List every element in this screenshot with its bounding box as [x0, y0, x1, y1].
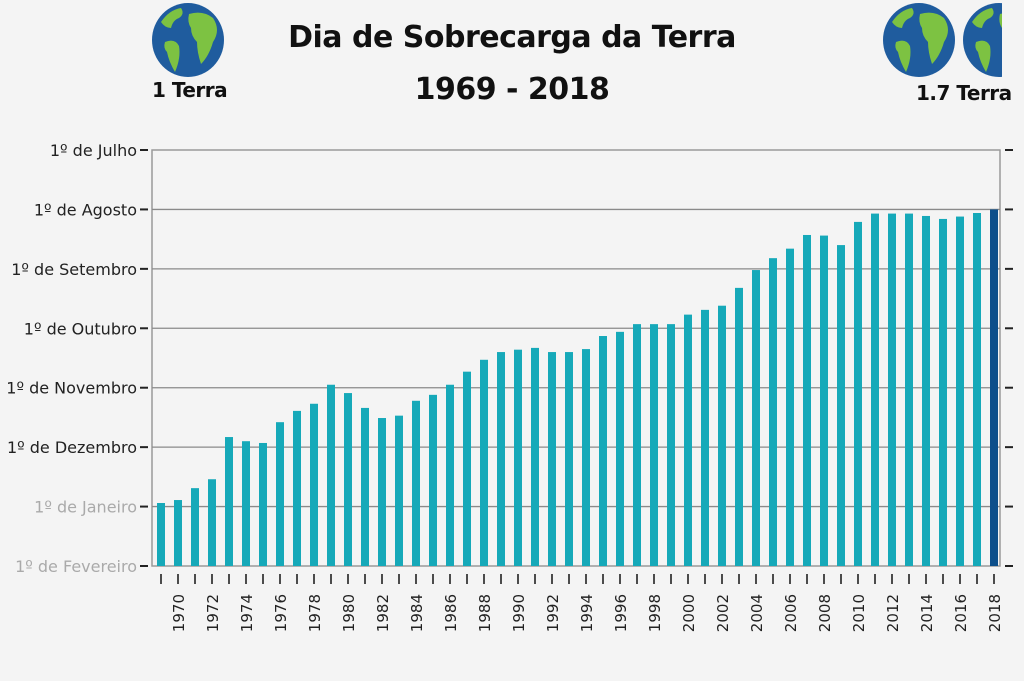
bar-1973 — [225, 437, 233, 566]
bar-2010 — [854, 221, 862, 566]
x-tick-label: 1998 — [646, 594, 664, 632]
x-tick-label: 1982 — [374, 594, 392, 632]
bar-highlight-2018 — [990, 209, 998, 566]
x-tick-label: 1984 — [408, 594, 426, 632]
plot-frame — [151, 149, 1001, 567]
x-tick-label: 2010 — [850, 594, 868, 632]
bar-1986 — [446, 384, 454, 566]
y-tick-label: 1º de Novembro — [6, 379, 137, 398]
x-tick-label: 1994 — [578, 594, 596, 632]
bar-1997 — [633, 324, 641, 566]
x-tick-label: 1972 — [204, 594, 222, 632]
x-tick-label: 1988 — [476, 594, 494, 632]
y-tick-label: 1º de Outubro — [24, 319, 137, 338]
bar-2007 — [803, 234, 811, 567]
bar-1992 — [548, 352, 556, 566]
bar-2001 — [701, 309, 709, 566]
bar-1999 — [667, 324, 675, 566]
bar-1993 — [565, 352, 573, 566]
x-tick-label: 1990 — [510, 594, 528, 632]
x-tick-label: 1986 — [442, 594, 460, 632]
bar-2006 — [786, 248, 794, 566]
x-tick-label: 2018 — [986, 594, 1004, 632]
x-tick-label: 1996 — [612, 594, 630, 632]
x-tick-label: 2014 — [918, 594, 936, 632]
y-tick-label: 1º de Fevereiro — [15, 557, 137, 576]
one-point-seven-earths-label: 1.7 Terra — [916, 81, 1012, 105]
bar-1979 — [327, 384, 335, 566]
bar-1994 — [582, 349, 590, 566]
bar-1991 — [531, 347, 539, 566]
x-tick-label: 2004 — [748, 594, 766, 632]
y-tick-label: 1º de Agosto — [34, 200, 137, 219]
partial-earth-globe-icon — [963, 3, 1002, 77]
bar-2004 — [752, 270, 760, 566]
x-tick-label: 2008 — [816, 594, 834, 632]
bar-2008 — [820, 235, 828, 566]
y-tick-label: 1º de Setembro — [11, 260, 137, 279]
x-tick-label: 1980 — [340, 594, 358, 632]
bar-1969 — [157, 503, 165, 566]
bar-1972 — [208, 479, 216, 566]
bar-2005 — [769, 258, 777, 566]
chart-subtitle-years: 1969 - 2018 — [414, 72, 610, 107]
bar-1990 — [514, 349, 522, 566]
earth-globe-icon — [883, 3, 955, 77]
chart-title: Dia de Sobrecarga da Terra — [288, 20, 736, 55]
earth-globe-icon — [152, 3, 224, 77]
bar-1981 — [361, 407, 369, 566]
bar-1982 — [378, 418, 386, 566]
x-tick-label: 1992 — [544, 594, 562, 632]
bar-1976 — [276, 422, 284, 566]
x-tick-label: 2006 — [782, 594, 800, 632]
x-tick-label: 1970 — [170, 594, 188, 632]
x-tick-label: 1978 — [306, 594, 324, 632]
bar-1998 — [650, 324, 658, 566]
bar-2013 — [905, 213, 913, 567]
y-tick-label: 1º de Janeiro — [34, 498, 137, 517]
one-earth-label: 1 Terra — [152, 78, 228, 102]
x-tick-label: 2012 — [884, 594, 902, 632]
bar-2000 — [684, 314, 692, 566]
bar-2011 — [871, 213, 879, 567]
bar-1995 — [599, 336, 607, 566]
x-tick-label: 2002 — [714, 594, 732, 632]
bar-1988 — [480, 359, 488, 566]
bar-1987 — [463, 371, 471, 566]
y-tick-label: 1º de Dezembro — [7, 438, 137, 457]
bar-1983 — [395, 415, 403, 566]
bar-2016 — [956, 216, 964, 566]
bar-1971 — [191, 488, 199, 566]
y-tick-label: 1º de Julho — [50, 141, 137, 160]
bar-1980 — [344, 393, 352, 566]
bar-2014 — [922, 215, 930, 567]
bar-2015 — [939, 218, 947, 567]
bar-2012 — [888, 213, 896, 567]
bar-1974 — [242, 441, 250, 566]
bar-1989 — [497, 352, 505, 566]
bar-1977 — [293, 410, 301, 566]
bar-2009 — [837, 245, 845, 567]
bar-1975 — [259, 442, 267, 566]
bar-1970 — [174, 500, 182, 566]
x-tick-label: 1974 — [238, 594, 256, 632]
bar-1996 — [616, 331, 624, 566]
bar-2002 — [718, 305, 726, 566]
x-tick-label: 2016 — [952, 594, 970, 632]
bar-2003 — [735, 287, 743, 566]
bar-1984 — [412, 400, 420, 566]
bar-2017 — [973, 212, 981, 566]
bar-1985 — [429, 394, 437, 566]
x-tick-label: 2000 — [680, 594, 698, 632]
x-tick-label: 1976 — [272, 594, 290, 632]
bar-1978 — [310, 403, 318, 566]
